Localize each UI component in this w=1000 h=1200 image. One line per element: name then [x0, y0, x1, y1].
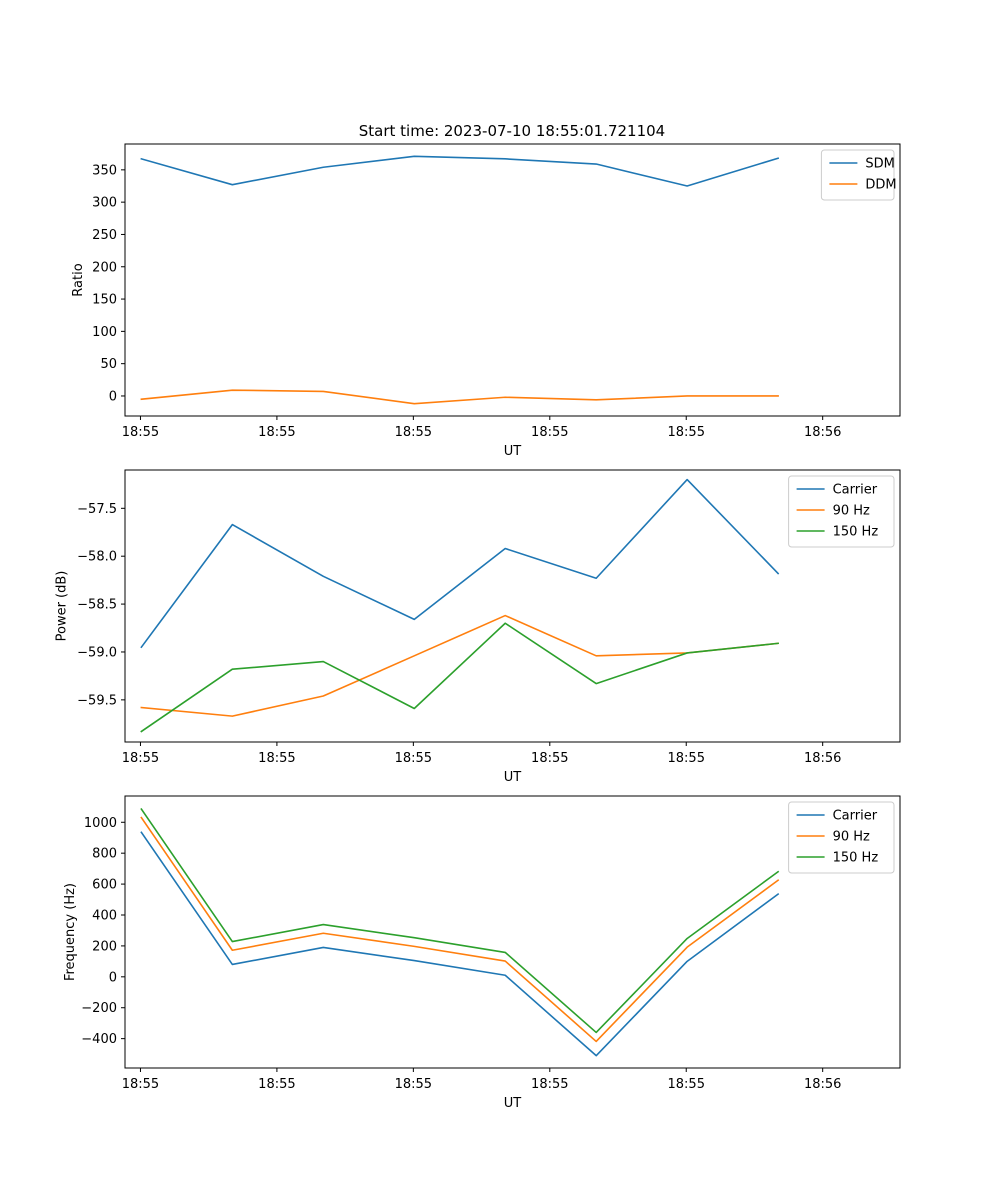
power-x-tick-label: 18:55 [122, 751, 159, 766]
power-x-tick-label: 18:55 [531, 751, 568, 766]
ratio-x-tick-label: 18:55 [122, 425, 159, 440]
frequency-legend-label-90-hz: 90 Hz [833, 830, 870, 845]
frequency-series-150-hz-line [140, 808, 780, 1034]
frequency-y-tick-label: −400 [81, 1032, 117, 1047]
chart-panels: 18:55 18:55 18:55 18:55 18:55 18:56 0 50 100 150 2… [55, 143, 901, 1111]
power-legend: Carrier 90 Hz 150 Hz [788, 475, 895, 548]
frequency-series-carrier-line [140, 831, 780, 1057]
frequency-series-90-hz-line [140, 816, 780, 1043]
ratio-y-tick-label: 0 [109, 389, 117, 404]
panel-frequency: 18:55 18:55 18:55 18:55 18:55 18:56 −400 −200 0 2… [63, 795, 901, 1111]
ratio-y-axis-label: Ratio [71, 263, 86, 296]
frequency-legend: Carrier 90 Hz 150 Hz [788, 801, 895, 874]
chart-title: Start time: 2023-07-10 18:55:01.721104 [359, 122, 665, 140]
frequency-y-tick-label: 1000 [84, 816, 117, 831]
power-legend-label-150-hz: 150 Hz [833, 525, 879, 540]
frequency-y-tick-label: −200 [81, 1001, 117, 1016]
power-legend-label-carrier: Carrier [833, 483, 878, 498]
frequency-axes-frame [124, 795, 901, 1069]
power-legend-label-90-hz: 90 Hz [833, 504, 870, 519]
ratio-y-tick-label: 100 [92, 325, 117, 340]
panel-power: 18:55 18:55 18:55 18:55 18:55 18:56 −59.5 −59.0… [55, 469, 901, 785]
ratio-y-tick-label: 200 [92, 260, 117, 275]
frequency-x-tick-label: 18:55 [395, 1077, 432, 1092]
ratio-y-tick-label: 300 [92, 196, 117, 211]
ratio-legend: SDM DDM [820, 149, 897, 201]
ratio-series-ddm-line [140, 389, 779, 405]
ratio-y-tick-label: 250 [92, 228, 117, 243]
ratio-series-sdm-line [140, 155, 780, 187]
power-series-carrier-line [140, 478, 780, 649]
frequency-x-tick-label: 18:55 [122, 1077, 159, 1092]
power-y-axis-label: Power (dB) [55, 571, 70, 642]
power-y-tick-label: −59.0 [77, 645, 117, 660]
power-series-90-hz-line [140, 614, 779, 717]
frequency-y-tick-label: 400 [92, 909, 117, 924]
ratio-x-tick-label: 18:55 [395, 425, 432, 440]
ratio-y-tick-label: 350 [92, 163, 117, 178]
power-y-tick-label: −57.5 [77, 502, 117, 517]
ratio-axes-frame [124, 143, 901, 417]
power-y-tick-label: −59.5 [77, 693, 117, 708]
panel-ratio: 18:55 18:55 18:55 18:55 18:55 18:56 0 50 100 150 2… [71, 143, 901, 459]
frequency-y-tick-label: 0 [109, 970, 117, 985]
power-x-tick-label: 18:55 [668, 751, 705, 766]
frequency-legend-box [788, 801, 895, 874]
power-x-tick-label: 18:55 [258, 751, 295, 766]
power-y-tick-label: −58.5 [77, 598, 117, 613]
ratio-x-axis-label: UT [504, 444, 522, 459]
frequency-x-axis-label: UT [504, 1096, 522, 1111]
frequency-y-tick-label: 600 [92, 878, 117, 893]
power-series-150-hz-line [140, 622, 779, 733]
ratio-legend-label-sdm: SDM [865, 157, 894, 172]
frequency-x-tick-label: 18:56 [804, 1077, 841, 1092]
power-x-axis-label: UT [504, 770, 522, 785]
frequency-x-tick-label: 18:55 [668, 1077, 705, 1092]
frequency-x-tick-label: 18:55 [531, 1077, 568, 1092]
ratio-y-tick-label: 50 [100, 357, 117, 372]
frequency-y-tick-label: 200 [92, 939, 117, 954]
frequency-legend-label-150-hz: 150 Hz [833, 851, 879, 866]
power-axes-frame [124, 469, 901, 743]
frequency-x-tick-label: 18:55 [258, 1077, 295, 1092]
ratio-x-tick-label: 18:55 [531, 425, 568, 440]
frequency-y-tick-label: 800 [92, 847, 117, 862]
ratio-x-tick-label: 18:55 [668, 425, 705, 440]
power-x-tick-label: 18:55 [395, 751, 432, 766]
ratio-y-tick-label: 150 [92, 293, 117, 308]
ratio-legend-label-ddm: DDM [865, 178, 896, 193]
power-legend-box [788, 475, 895, 548]
ratio-x-tick-label: 18:56 [804, 425, 841, 440]
ratio-x-tick-label: 18:55 [258, 425, 295, 440]
power-x-tick-label: 18:56 [804, 751, 841, 766]
power-y-tick-label: −58.0 [77, 550, 117, 565]
frequency-legend-label-carrier: Carrier [833, 809, 878, 824]
frequency-y-axis-label: Frequency (Hz) [63, 883, 78, 981]
